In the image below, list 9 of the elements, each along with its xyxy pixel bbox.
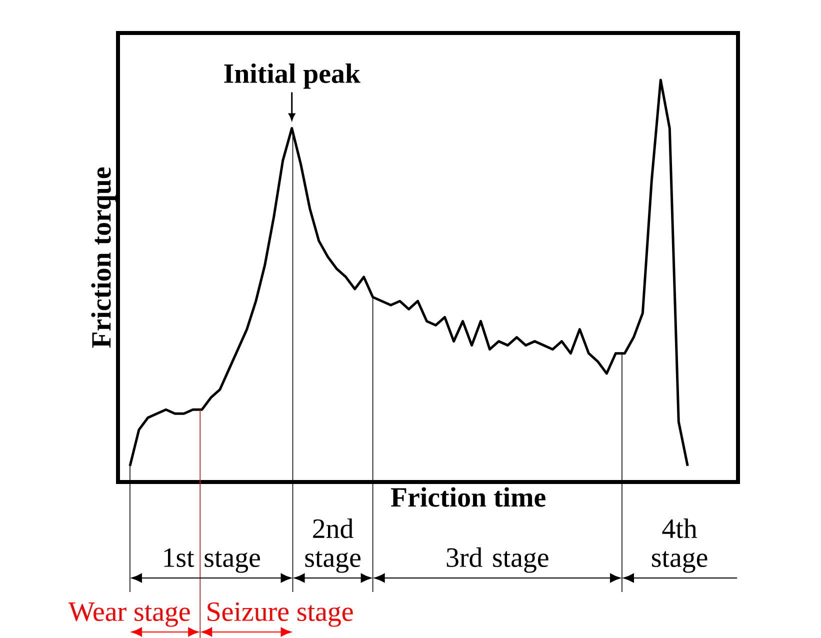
- annotation: Initial peak: [224, 63, 360, 89]
- text: 1st stage: [164, 548, 260, 573]
- text: Wear stage: [68, 602, 190, 627]
- text: Seizure stage: [208, 602, 353, 627]
- text: 3rd stage: [446, 547, 548, 573]
- text: 2nd stage: [305, 518, 360, 573]
- text: 4th stage: [652, 518, 708, 573]
- y-axis-title: Friction torque: [91, 167, 116, 348]
- x-axis-title: Friction time: [390, 487, 546, 507]
